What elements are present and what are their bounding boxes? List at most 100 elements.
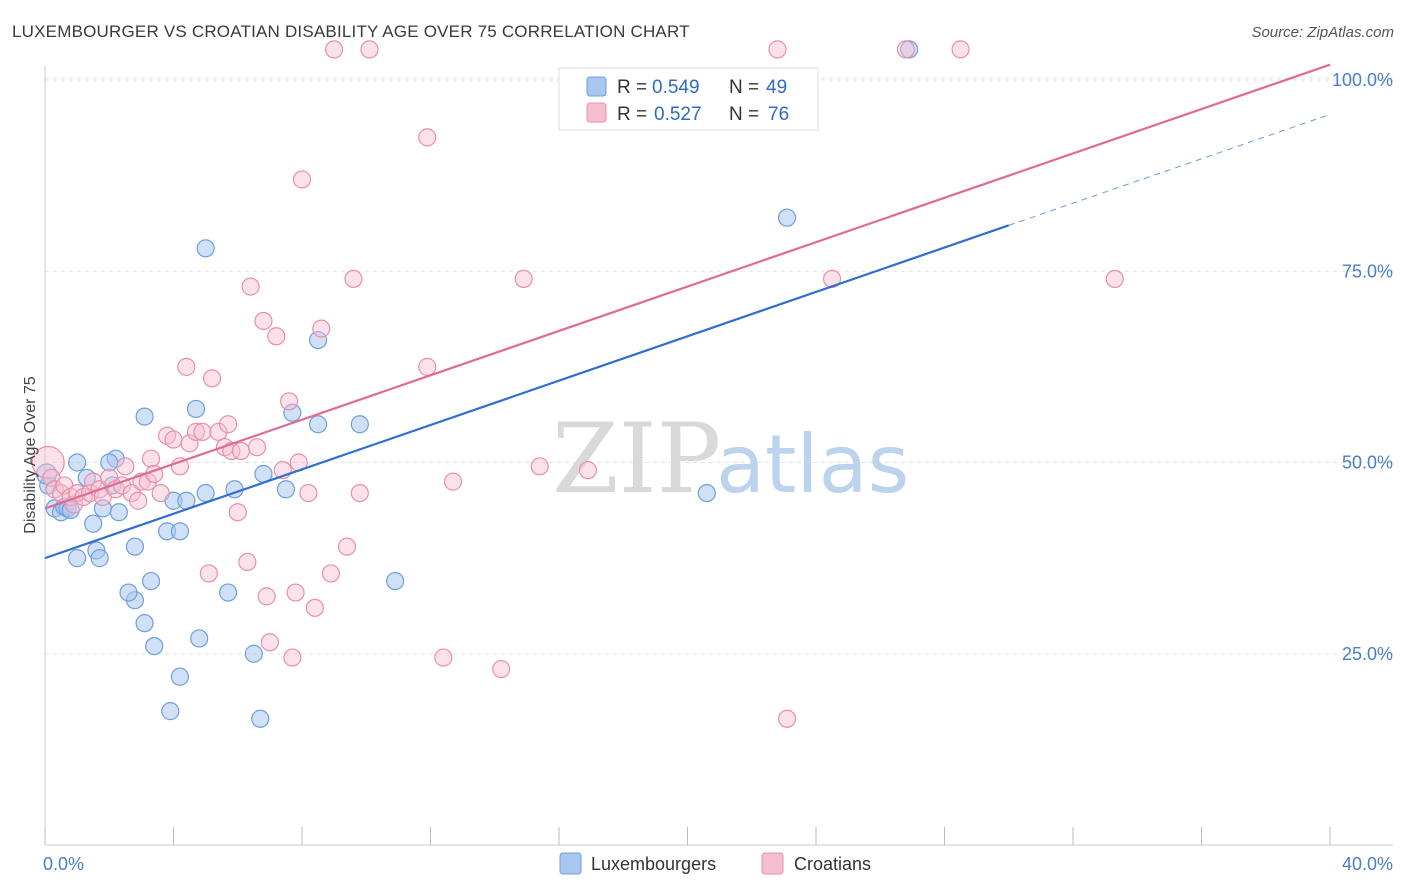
croatians-point [164, 430, 183, 449]
croatians-point [186, 422, 206, 441]
croatians-point [151, 484, 170, 503]
croatians-point [267, 327, 286, 346]
luxembourgers-point [61, 500, 80, 520]
legend-n-value-luxembourgers: 49 [766, 77, 787, 98]
croatians-point [299, 484, 318, 503]
legend-r-value-croatians: 0.527 [654, 104, 702, 125]
croatians-point [254, 311, 273, 331]
watermark-zip: ZIP [552, 403, 721, 515]
trend-lines [44, 63, 1331, 560]
croatians-point [777, 709, 797, 728]
source-label: Source: ZipAtlas.com [1251, 24, 1394, 41]
luxembourgers-point [308, 415, 328, 434]
croatians-point [129, 491, 148, 510]
luxembourgers-point [186, 399, 206, 419]
legend-swatch-luxembourgers [586, 76, 607, 97]
croatians-point [492, 659, 511, 679]
legend-n-value-croatians: 76 [768, 104, 789, 125]
luxembourgers-point [109, 503, 128, 522]
x-tick-label-1: 40.0% [1342, 854, 1393, 874]
y-tick-label-50: 50.0% [1342, 453, 1393, 473]
legend-swatch-croatians [586, 102, 607, 123]
luxembourgers-point [244, 644, 263, 663]
croatians-point [951, 40, 970, 59]
croatians-point [896, 40, 916, 59]
bottom-legend-label-croatians: Croatians [794, 854, 871, 874]
croatians-point [257, 587, 276, 606]
croatians-point [241, 277, 260, 296]
croatians-point [170, 457, 190, 476]
croatians-point [202, 369, 222, 388]
croatians-point [283, 648, 302, 667]
bottom-legend-swatch-luxembourgers [559, 852, 582, 875]
y-tick-label-75: 75.0% [1342, 261, 1393, 281]
croatians-trend-line [44, 63, 1331, 510]
legend-r-value-luxembourgers: 0.549 [652, 77, 700, 98]
luxembourgers-point [135, 614, 154, 633]
tick-labels: 25.0% 50.0% 75.0% 100.0% 0.0% 40.0% [43, 70, 1393, 874]
luxembourgers-point [777, 208, 797, 227]
croatians-point [219, 415, 238, 434]
x-tick-label-0: 0.0% [43, 854, 84, 874]
luxembourgers-point [125, 537, 145, 556]
croatians-point [209, 422, 228, 441]
luxembourgers-point [251, 709, 270, 728]
y-tick-label-100: 100.0% [1332, 70, 1393, 90]
croatians-point [222, 441, 241, 461]
luxembourgers-point [350, 415, 369, 434]
legend-n-label-luxembourgers: N = [729, 77, 759, 98]
luxembourgers-point [119, 583, 138, 602]
luxembourgers-point [170, 667, 190, 686]
luxembourgers-point [308, 331, 328, 350]
luxembourgers-point [190, 629, 209, 648]
croatians-point [238, 552, 257, 572]
croatians-point [228, 503, 247, 522]
series-legend: Luxembourgers Croatians [559, 852, 871, 875]
stats-legend: R = 0.549 N = 49 R = 0.527 N = 76 [558, 67, 819, 131]
croatians-point [177, 357, 196, 376]
luxembourgers-trend-line [44, 224, 1010, 560]
croatians-point [337, 537, 357, 556]
croatians-point [530, 457, 549, 476]
croatians-point [434, 648, 453, 667]
luxembourgers-point [283, 403, 302, 422]
luxembourgers-point [141, 571, 161, 591]
luxembourgers-point [386, 571, 405, 591]
axes [44, 66, 1393, 846]
croatians-point [1105, 269, 1124, 288]
croatians-point [292, 170, 312, 189]
luxembourgers-trend-extension [1008, 113, 1331, 226]
croatians-point [443, 472, 463, 491]
croatians-point [193, 422, 212, 441]
luxembourgers-point [170, 522, 190, 541]
croatians-point [280, 392, 299, 411]
luxembourgers-point [84, 514, 103, 533]
croatians-point [350, 484, 369, 503]
croatians-point [286, 583, 305, 602]
luxembourgers-point [196, 484, 215, 503]
croatians-point [325, 40, 344, 59]
watermark-atlas: atlas [716, 418, 909, 511]
chart-title: LUXEMBOURGER VS CROATIAN DISABILITY AGE … [12, 22, 690, 41]
luxembourgers-point [90, 549, 109, 568]
y-axis-label: Disability Age Over 75 [22, 376, 39, 534]
croatians-point [418, 357, 437, 376]
croatians-point [305, 598, 324, 617]
croatians-point [578, 461, 598, 480]
luxembourgers-point [135, 407, 154, 426]
legend-n-label-croatians: N = [729, 104, 759, 125]
series-croatians-points [31, 40, 1124, 728]
croatians-point [514, 269, 533, 288]
legend-r-label-luxembourgers: R = [617, 77, 647, 98]
croatians-point [260, 633, 279, 652]
croatians-point [312, 319, 331, 338]
luxembourgers-point [68, 453, 87, 472]
luxembourgers-point [161, 702, 180, 721]
croatians-point [116, 457, 135, 476]
luxembourgers-point [196, 239, 215, 258]
croatians-point [360, 40, 379, 59]
croatians-point [231, 441, 251, 461]
croatians-point [321, 564, 341, 583]
croatians-point [418, 128, 437, 147]
